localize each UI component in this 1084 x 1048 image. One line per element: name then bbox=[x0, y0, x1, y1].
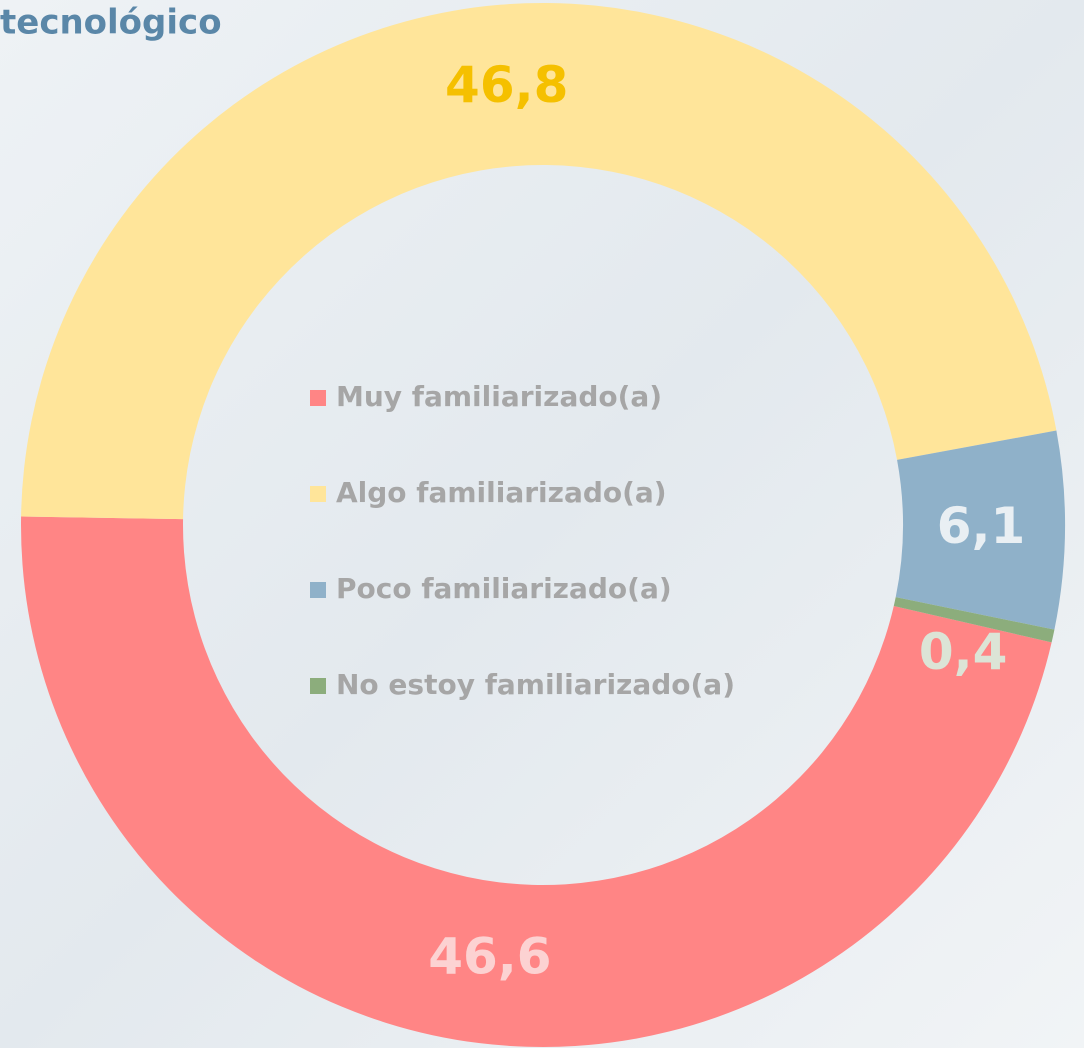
donut-segment bbox=[21, 516, 1052, 1047]
legend-swatch bbox=[310, 678, 326, 694]
donut-segment bbox=[21, 3, 1057, 520]
data-label: 46,6 bbox=[428, 927, 551, 985]
data-label: 46,8 bbox=[445, 56, 568, 114]
chart-title: tecnológico bbox=[0, 3, 222, 43]
legend-label: No estoy familiarizado(a) bbox=[336, 668, 735, 701]
legend-label: Muy familiarizado(a) bbox=[336, 380, 662, 413]
legend-label: Algo familiarizado(a) bbox=[336, 476, 667, 509]
donut-segment bbox=[895, 430, 1065, 630]
data-label: 0,4 bbox=[919, 623, 1008, 681]
donut-segment bbox=[893, 597, 1055, 643]
legend-swatch bbox=[310, 486, 326, 502]
legend-label: Poco familiarizado(a) bbox=[336, 572, 672, 605]
data-label: 6,1 bbox=[937, 497, 1026, 555]
legend-swatch bbox=[310, 582, 326, 598]
legend-swatch bbox=[310, 390, 326, 406]
